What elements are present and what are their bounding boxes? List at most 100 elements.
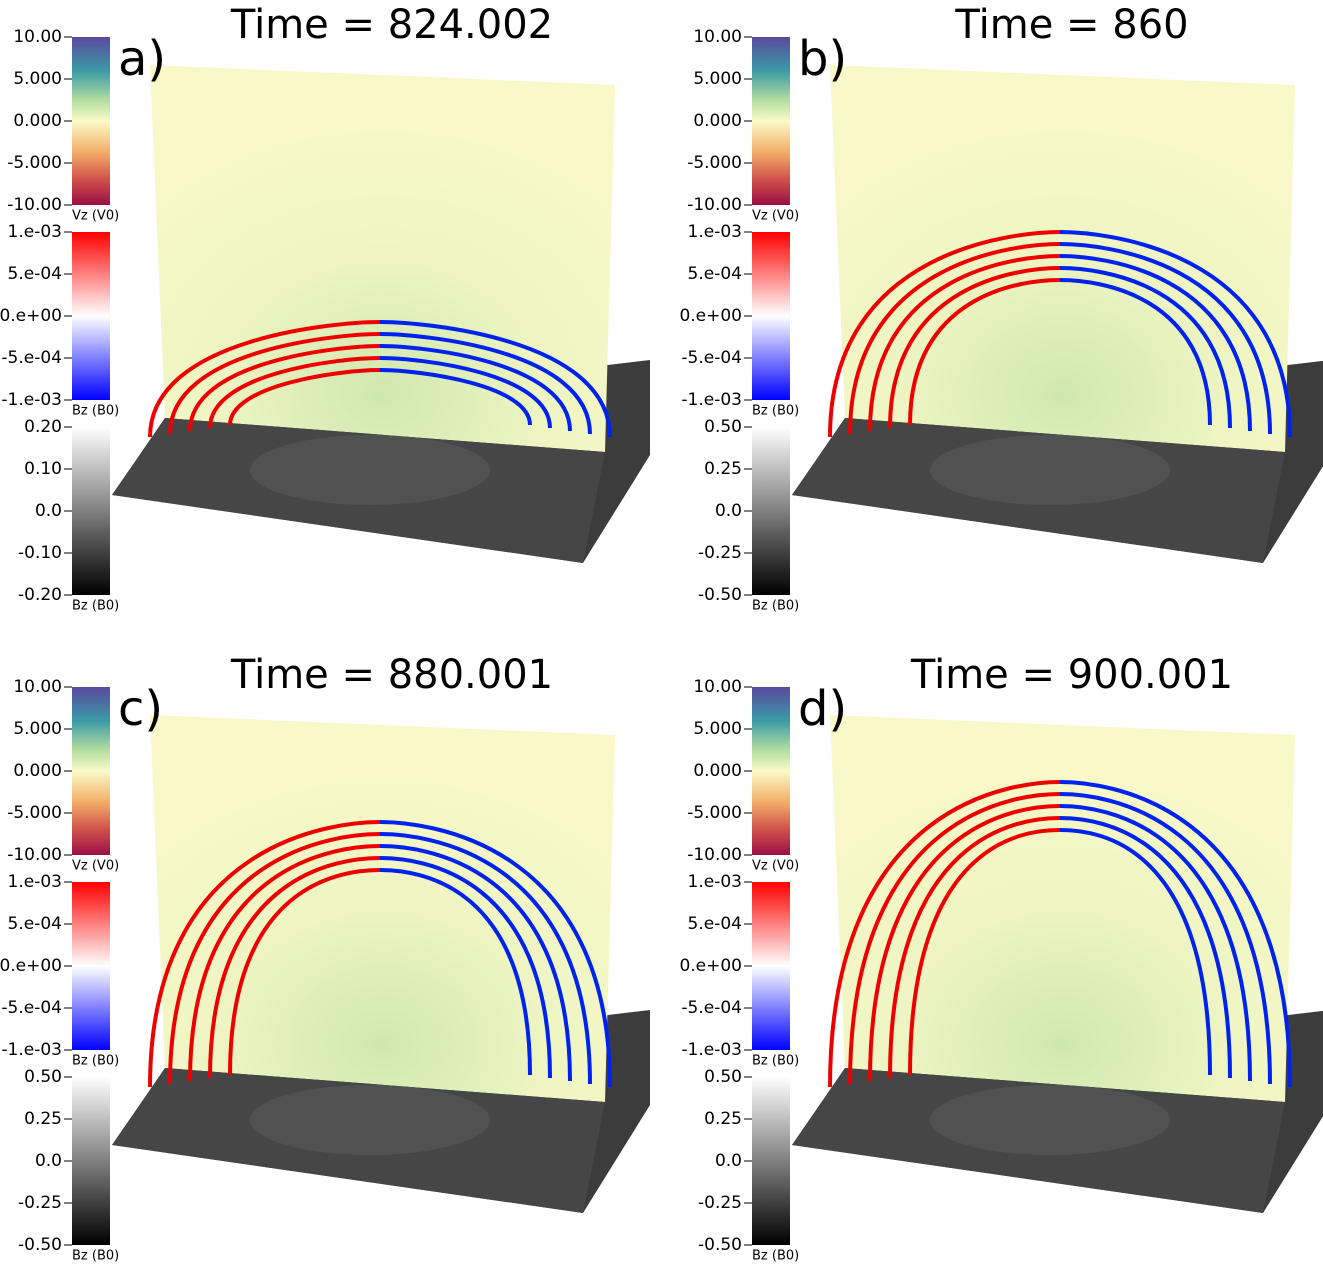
colorbar-tick-label: 0.25 — [704, 1109, 742, 1129]
colorbar-title: Bz (B0) — [72, 599, 119, 614]
colorbar-title: Bz (B0) — [72, 1054, 119, 1069]
colorbar-tick-label: 0.50 — [704, 1067, 742, 1087]
field-line-red — [208, 356, 381, 429]
colorbar-title: Vz (V0) — [72, 859, 119, 874]
colorbar-tick-label: -5.000 — [7, 803, 62, 823]
colorbar-tick-label: 10.00 — [693, 27, 742, 47]
colorbar — [72, 427, 110, 595]
colorbar-tick-label: 5.000 — [693, 69, 742, 89]
colorbar-tick-label: 0.e+00 — [0, 306, 62, 326]
field-line-red — [208, 856, 381, 1079]
colorbar-tick-label: 5.e-04 — [8, 914, 62, 934]
colorbar-tick-label: 0.e+00 — [0, 956, 62, 976]
colorbar — [72, 687, 110, 855]
field-line-blue — [379, 332, 592, 435]
panel-title: Time = 824.002 — [230, 2, 553, 48]
field-line-red — [148, 820, 381, 1088]
field-line-blue — [1059, 792, 1272, 1085]
colorbar-tick-label: 0.25 — [704, 459, 742, 479]
field-line-blue — [379, 832, 592, 1085]
field-line-red — [828, 230, 1061, 438]
colorbar-tick-label: 1.e-03 — [8, 872, 62, 892]
colorbar-tick-label: -0.50 — [18, 1235, 62, 1255]
colorbar — [72, 882, 110, 1050]
panel: Time = 900.001 d) 10.00 5.000 0.000 -5.000 -10… — [679, 652, 1323, 1264]
colorbar-tick-label: 5.e-04 — [688, 914, 742, 934]
colorbar-tick-label: 10.00 — [693, 677, 742, 697]
field-line-red — [888, 816, 1061, 1079]
colorbar-tick-label: 0.000 — [13, 111, 62, 131]
colorbar-tick-label: -0.25 — [698, 1193, 742, 1213]
colorbar-tick-label: 5.000 — [13, 69, 62, 89]
field-line-red — [908, 828, 1061, 1076]
field-line-blue — [1059, 828, 1212, 1076]
colorbar-tick-label: 0.000 — [693, 111, 742, 131]
field-line-blue — [1059, 278, 1212, 426]
velocity-plane — [150, 65, 615, 452]
colorbar-tick-label: 0.0 — [715, 501, 742, 521]
colorbar-tick-label: -0.50 — [698, 585, 742, 605]
colorbar-tick-label: 1.e-03 — [688, 872, 742, 892]
field-line-red — [848, 242, 1061, 435]
field-line-red — [228, 868, 381, 1076]
colorbar-tick-label: 5.e-04 — [8, 264, 62, 284]
colorbar — [72, 37, 110, 205]
field-line-blue — [379, 320, 612, 438]
field-line-blue — [379, 356, 552, 429]
colorbar-tick-label: 1.e-03 — [8, 222, 62, 242]
field-line-blue — [379, 344, 572, 432]
colorbar-tick-label: -1.e-03 — [1, 1040, 62, 1060]
colorbar-tick-label: -5.e-04 — [681, 998, 742, 1018]
colorbar — [752, 882, 790, 1050]
colorbar-tick-label: -5.e-04 — [1, 348, 62, 368]
field-line-red — [228, 368, 381, 426]
field-line-red — [868, 804, 1061, 1082]
field-line-red — [908, 278, 1061, 426]
colorbar-tick-label: 10.00 — [13, 27, 62, 47]
colorbar-title: Bz (B0) — [752, 1054, 799, 1069]
colorbar — [72, 232, 110, 400]
floor-texture — [930, 1085, 1170, 1155]
colorbar-tick-label: 0.20 — [24, 417, 62, 437]
colorbar — [752, 1077, 790, 1245]
colorbar-title: Bz (B0) — [72, 404, 119, 419]
colorbar-title: Bz (B0) — [752, 599, 799, 614]
colorbar-tick-label: 0.e+00 — [679, 956, 742, 976]
panel: Time = 880.001 c) 10.00 5.000 0.000 -5.000 -10… — [0, 652, 650, 1264]
colorbar — [752, 427, 790, 595]
field-line-blue — [379, 856, 552, 1079]
field-line-red — [828, 780, 1061, 1088]
colorbar-tick-label: 0.50 — [24, 1067, 62, 1087]
panel-title: Time = 860 — [954, 2, 1188, 48]
colorbar-tick-label: 0.10 — [24, 459, 62, 479]
colorbar-tick-label: 0.000 — [693, 761, 742, 781]
panel-label: d) — [798, 681, 847, 737]
colorbar-tick-label: 0.25 — [24, 1109, 62, 1129]
colorbar-tick-label: 0.e+00 — [679, 306, 742, 326]
colorbar — [752, 232, 790, 400]
colorbar-tick-label: 0.0 — [35, 501, 62, 521]
colorbar-title: Bz (B0) — [752, 1249, 799, 1264]
field-line-red — [188, 844, 381, 1082]
velocity-plane — [830, 715, 1295, 1102]
panel: Time = 860 b) 10.00 5.000 0.000 -5.000 -10.00 V… — [679, 2, 1323, 614]
panel: Time = 824.002 a) 10.00 5.000 0.000 -5.000 -10… — [0, 2, 650, 614]
field-line-blue — [379, 820, 612, 1088]
colorbar-tick-label: -5.000 — [7, 153, 62, 173]
field-line-blue — [379, 868, 532, 1076]
colorbar-tick-label: -0.25 — [698, 543, 742, 563]
field-line-red — [168, 832, 381, 1085]
colorbar — [752, 687, 790, 855]
colorbar-tick-label: -1.e-03 — [681, 390, 742, 410]
colorbar-tick-label: -10.00 — [7, 195, 62, 215]
colorbar-tick-label: 5.000 — [13, 719, 62, 739]
field-line-red — [888, 266, 1061, 429]
colorbar-tick-label: -0.25 — [18, 1193, 62, 1213]
colorbar-title: Vz (V0) — [752, 859, 799, 874]
colorbar-tick-label: -5.000 — [687, 153, 742, 173]
colorbar-tick-label: 10.00 — [13, 677, 62, 697]
field-line-blue — [1059, 230, 1292, 438]
field-line-blue — [1059, 780, 1292, 1088]
panel-label: b) — [798, 31, 847, 87]
